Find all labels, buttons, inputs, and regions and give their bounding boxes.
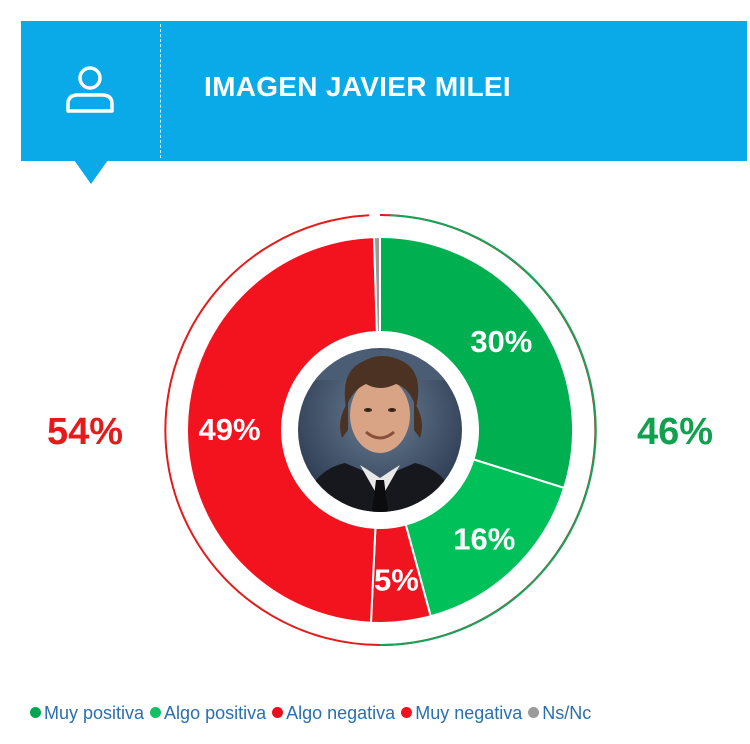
legend-dot	[150, 707, 162, 718]
chart-header	[21, 21, 747, 161]
total-positive: 46%	[637, 411, 713, 453]
legend-dot	[30, 707, 41, 718]
legend-label: Ns/Nc	[542, 703, 592, 723]
legend-label: Muy positiva	[44, 703, 145, 723]
slice-label-muy-negativa: 49%	[198, 412, 260, 447]
chart-legend: Muy positiva Algo positiva Algo negativa Mu…	[30, 703, 597, 724]
slice-label-algo-negativa: 5%	[374, 563, 419, 598]
slice-ns-nc	[372, 235, 381, 334]
center-portrait	[298, 348, 462, 512]
outer-ring-positive	[379, 214, 597, 647]
legend-item-algo-negativa: Algo negativa	[272, 703, 395, 724]
slice-muy-negativa	[186, 236, 378, 624]
slice-muy-positiva	[379, 235, 574, 490]
legend-item-muy-positiva: Muy positiva	[30, 703, 144, 724]
user-icon	[66, 66, 114, 113]
legend-label: Algo negativa	[286, 703, 396, 723]
legend-label: Algo positiva	[164, 703, 267, 723]
legend-item-muy-negativa: Muy negativa	[401, 703, 522, 724]
slice-algo-positiva	[404, 458, 566, 618]
chart-title: IMAGEN JAVIER MILEI	[204, 71, 511, 102]
legend-dot	[528, 707, 540, 718]
legend-dot	[401, 707, 413, 718]
header-pointer	[74, 160, 108, 184]
header-divider	[160, 24, 161, 158]
legend-label: Muy negativa	[415, 703, 523, 723]
legend-item-algo-positiva: Algo positiva	[150, 703, 266, 724]
legend-item-ns-nc: Ns/Nc	[528, 703, 591, 724]
slice-label-muy-positiva: 30%	[470, 324, 532, 359]
legend-dot	[272, 707, 284, 718]
total-negative: 54%	[47, 411, 123, 453]
slice-label-algo-positiva: 16%	[453, 521, 515, 556]
